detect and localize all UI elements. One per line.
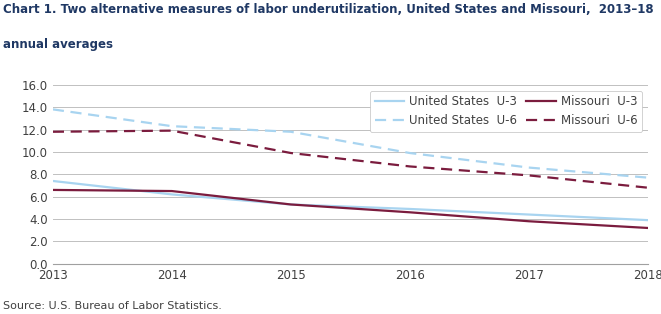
Legend: United States  U-3, United States  U-6, Missouri  U-3, Missouri  U-6: United States U-3, United States U-6, Mi…: [370, 91, 642, 132]
Text: Source: U.S. Bureau of Labor Statistics.: Source: U.S. Bureau of Labor Statistics.: [3, 301, 222, 311]
Text: annual averages: annual averages: [3, 38, 113, 51]
Text: Chart 1. Two alternative measures of labor underutilization, United States and M: Chart 1. Two alternative measures of lab…: [3, 3, 654, 16]
